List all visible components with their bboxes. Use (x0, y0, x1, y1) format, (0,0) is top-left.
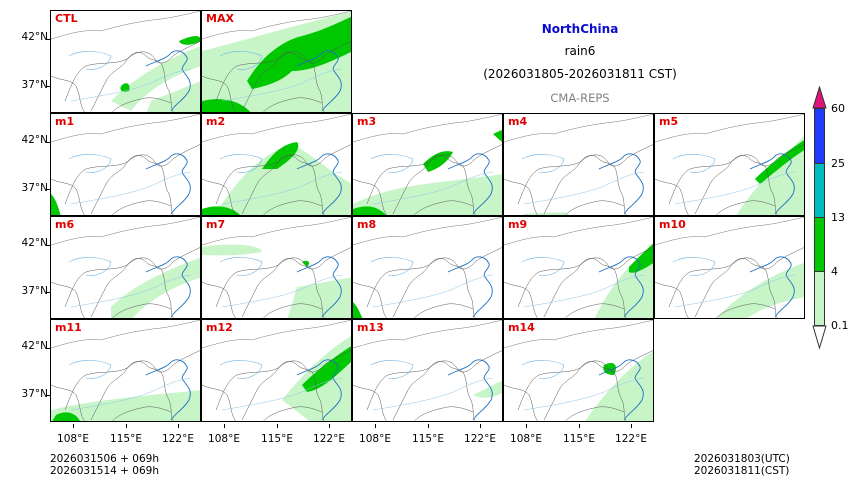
xtick-mark (126, 424, 127, 428)
chart-field: rain6 (564, 44, 596, 58)
init-line-2: 2026031514 + 069h (50, 465, 159, 477)
panel-m8: m8 (352, 216, 503, 319)
valid-cst: 2026031811(CST) (694, 465, 790, 477)
xtick-108e: 108°E (359, 433, 391, 445)
panel-m2: m2 (201, 113, 352, 216)
panel-label: m9 (508, 218, 528, 231)
chart-title: NorthChina (541, 22, 619, 36)
ytick-mark (46, 245, 50, 246)
colorbar-extend-min-icon (812, 325, 827, 350)
ytick-37n: 37°N (21, 285, 48, 297)
panel-label: m12 (206, 321, 233, 334)
ytick-mark (46, 395, 50, 396)
valid-utc: 2026031803(UTC) (694, 453, 790, 465)
xtick-mark (375, 424, 376, 428)
panel-m7: m7 (201, 216, 352, 319)
panel-ctl: CTL (50, 10, 201, 113)
panel-m6: m6 (50, 216, 201, 319)
panel-m12: m12 (201, 319, 352, 422)
ytick-mark (46, 142, 50, 143)
init-time-info: 2026031506 + 069h 2026031514 + 069h (50, 453, 159, 477)
xtick-108e: 108°E (510, 433, 542, 445)
panel-label: CTL (55, 12, 78, 25)
colorbar-label-0.1: 0.1 (831, 319, 849, 332)
colorbar-segment-13-25 (814, 163, 825, 218)
panel-label: m5 (659, 115, 679, 128)
xtick-108e: 108°E (208, 433, 240, 445)
panel-label: m2 (206, 115, 226, 128)
ytick-mark (46, 189, 50, 190)
panel-label: m14 (508, 321, 535, 334)
xtick-mark (480, 424, 481, 428)
panel-m13: m13 (352, 319, 503, 422)
xtick-mark (73, 424, 74, 428)
colorbar-segment-0.1-4 (814, 271, 825, 326)
ytick-mark (46, 39, 50, 40)
panel-max: MAX (201, 10, 352, 113)
panel-m5: m5 (654, 113, 805, 216)
panel-m9: m9 (503, 216, 654, 319)
panel-m14: m14 (503, 319, 654, 422)
ytick-mark (46, 292, 50, 293)
panel-label: m11 (55, 321, 82, 334)
panel-label: m3 (357, 115, 377, 128)
colorbar-extend-max-icon (812, 86, 827, 109)
panel-m1: m1 (50, 113, 201, 216)
ytick-37n: 37°N (21, 388, 48, 400)
xtick-122e: 122°E (464, 433, 496, 445)
panel-label: MAX (206, 12, 234, 25)
ytick-42n: 42°N (21, 237, 48, 249)
panel-m3: m3 (352, 113, 503, 216)
xtick-115e: 115°E (110, 433, 142, 445)
panel-label: m1 (55, 115, 75, 128)
ytick-42n: 42°N (21, 340, 48, 352)
colorbar-label-4: 4 (831, 265, 838, 278)
xtick-mark (579, 424, 580, 428)
panel-m11: m11 (50, 319, 201, 422)
ytick-mark (46, 348, 50, 349)
xtick-mark (277, 424, 278, 428)
panel-label: m7 (206, 218, 226, 231)
panel-label: m8 (357, 218, 377, 231)
xtick-mark (178, 424, 179, 428)
colorbar-segment-25-60 (814, 108, 825, 164)
chart-model: CMA-REPS (550, 91, 610, 105)
colorbar-label-25: 25 (831, 157, 845, 170)
xtick-mark (224, 424, 225, 428)
xtick-mark (428, 424, 429, 428)
colorbar-label-13: 13 (831, 211, 845, 224)
xtick-115e: 115°E (563, 433, 595, 445)
xtick-122e: 122°E (162, 433, 194, 445)
valid-time-info: 2026031803(UTC) 2026031811(CST) (694, 453, 790, 477)
colorbar-segment-4-13 (814, 217, 825, 272)
xtick-122e: 122°E (313, 433, 345, 445)
xtick-115e: 115°E (261, 433, 293, 445)
xtick-mark (631, 424, 632, 428)
panel-m10: m10 (654, 216, 805, 319)
ytick-37n: 37°N (21, 79, 48, 91)
colorbar-label-60: 60 (831, 102, 845, 115)
xtick-108e: 108°E (57, 433, 89, 445)
panel-label: m13 (357, 321, 384, 334)
xtick-122e: 122°E (615, 433, 647, 445)
xtick-115e: 115°E (412, 433, 444, 445)
panel-m4: m4 (503, 113, 654, 216)
xtick-mark (526, 424, 527, 428)
panel-label: m6 (55, 218, 75, 231)
panel-label: m10 (659, 218, 686, 231)
panel-label: m4 (508, 115, 528, 128)
ytick-42n: 42°N (21, 134, 48, 146)
ytick-37n: 37°N (21, 182, 48, 194)
chart-period: (2026031805-2026031811 CST) (483, 67, 677, 81)
xtick-mark (329, 424, 330, 428)
init-line-1: 2026031506 + 069h (50, 453, 159, 465)
ytick-mark (46, 86, 50, 87)
ytick-42n: 42°N (21, 31, 48, 43)
